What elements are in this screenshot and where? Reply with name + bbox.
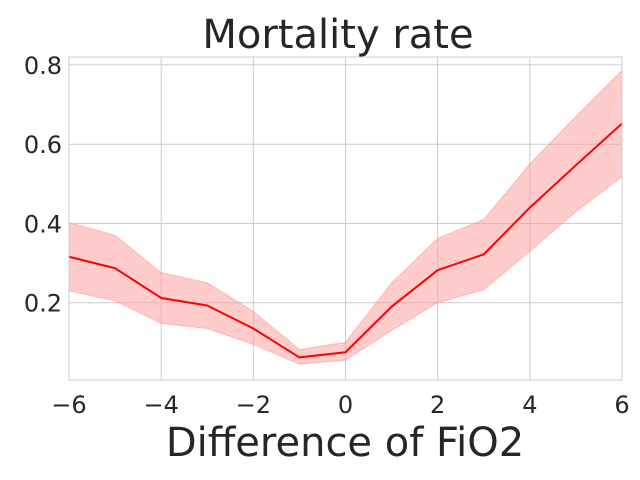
- x-axis-label: Difference of FiO2: [166, 420, 524, 466]
- y-tick-label: 0.8: [24, 52, 62, 80]
- data-point: [298, 356, 301, 359]
- y-tick-label: 0.4: [24, 210, 62, 238]
- x-tick-label: 4: [522, 391, 537, 419]
- data-point: [390, 305, 393, 308]
- y-tick-label: 0.6: [24, 131, 62, 159]
- chart-title: Mortality rate: [202, 12, 473, 58]
- y-tick-labels: 0.2 0.4 0.6 0.8: [24, 52, 62, 318]
- x-tick-label: 0: [338, 391, 353, 419]
- data-point: [114, 267, 116, 270]
- y-tick-label: 0.2: [24, 290, 62, 318]
- x-tick-label: −4: [143, 391, 178, 419]
- x-tick-label: −2: [236, 391, 271, 419]
- data-point: [160, 297, 162, 299]
- data-point: [436, 269, 439, 272]
- data-point: [344, 351, 347, 354]
- data-point: [482, 253, 485, 256]
- x-tick-label: −6: [51, 391, 86, 419]
- x-tick-label: 6: [614, 391, 629, 419]
- data-point: [575, 164, 577, 166]
- data-point: [252, 327, 255, 330]
- data-point: [206, 304, 209, 307]
- x-tick-labels: −6 −4 −2 0 2 4 6: [51, 391, 629, 419]
- data-point: [529, 206, 531, 209]
- x-tick-label: 2: [430, 391, 445, 419]
- plot-frame: [68, 56, 623, 381]
